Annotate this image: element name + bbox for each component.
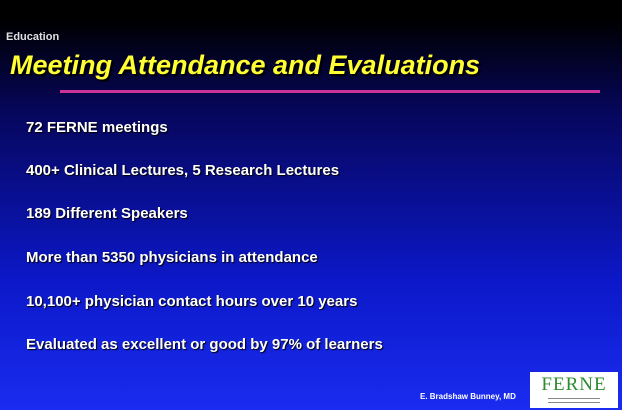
section-label: Education	[6, 31, 60, 43]
bullet-item: 400+ Clinical Lectures, 5 Research Lectu…	[26, 162, 340, 179]
logo: FERNE	[530, 372, 618, 408]
bullet-item: 189 Different Speakers	[26, 205, 188, 222]
bullet-item: More than 5350 physicians in attendance	[26, 249, 318, 266]
logo-text: FERNE	[541, 374, 607, 395]
slide-title: Meeting Attendance and Evaluations	[10, 50, 481, 80]
logo-subtext	[548, 398, 600, 399]
author: E. Bradshaw Bunney, MD	[420, 392, 516, 401]
bullet-item: 72 FERNE meetings	[26, 119, 168, 136]
logo-subtext	[548, 402, 600, 403]
bullet-item: 10,100+ physician contact hours over 10 …	[26, 293, 358, 310]
bullet-item: Evaluated as excellent or good by 97% of…	[26, 336, 383, 353]
title-underline	[60, 90, 600, 93]
